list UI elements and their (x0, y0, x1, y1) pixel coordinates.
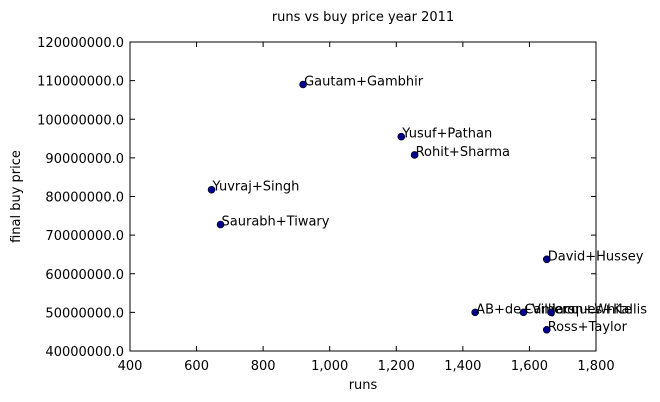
x-tick-label: 1,600 (511, 359, 548, 374)
data-point (542, 325, 551, 334)
y-tick-label: 100000000.0 (37, 113, 124, 128)
x-tick-label: 600 (184, 359, 209, 374)
point-label: Saurabh+Tiwary (222, 215, 330, 230)
y-tick-label: 50000000.0 (45, 306, 124, 321)
y-tick-label: 90000000.0 (45, 152, 124, 167)
data-point (397, 132, 406, 141)
y-axis-title: final buy price (9, 150, 24, 243)
x-axis-title: runs (349, 378, 378, 393)
chart-title: runs vs buy price year 2011 (272, 10, 454, 25)
x-tick-label: 1,000 (311, 359, 348, 374)
data-point (542, 255, 551, 264)
y-tick-label: 110000000.0 (37, 75, 124, 90)
data-point (207, 185, 216, 194)
point-label: Yuvraj+Singh (212, 180, 300, 195)
point-label: Gautam+Gambhir (304, 74, 424, 89)
x-tick-label: 400 (118, 359, 143, 374)
y-tick-label: 80000000.0 (45, 191, 124, 206)
data-point (519, 308, 528, 317)
point-label: Rohit+Sharma (416, 145, 510, 160)
x-tick-label: 1,400 (444, 359, 481, 374)
y-tick-label: 70000000.0 (45, 229, 124, 244)
x-tick-label: 1,200 (378, 359, 415, 374)
y-tick-label: 120000000.0 (37, 36, 124, 51)
plot-frame (129, 41, 597, 352)
data-point (547, 308, 555, 317)
point-label: Ross+Taylor (548, 320, 628, 335)
y-tick-label: 60000000.0 (45, 268, 124, 283)
point-label: Yusuf+Pathan (401, 127, 492, 142)
point-label: Jacques+Kallis (551, 302, 647, 317)
data-point (471, 308, 479, 317)
data-point (410, 151, 419, 159)
x-tick-label: 1,800 (577, 359, 614, 374)
data-point (299, 80, 307, 89)
ticks-layer: 400 600 800 1,000 1,200 1,400 1,600 1,800 400000… (37, 36, 614, 374)
points-layer: Gautam+Gambhir Yusuf+Pathan Rohit+Sharma Yu… (207, 74, 647, 335)
data-point (216, 220, 225, 229)
y-tick-label: 40000000.0 (45, 345, 124, 360)
x-tick-label: 800 (251, 359, 276, 374)
